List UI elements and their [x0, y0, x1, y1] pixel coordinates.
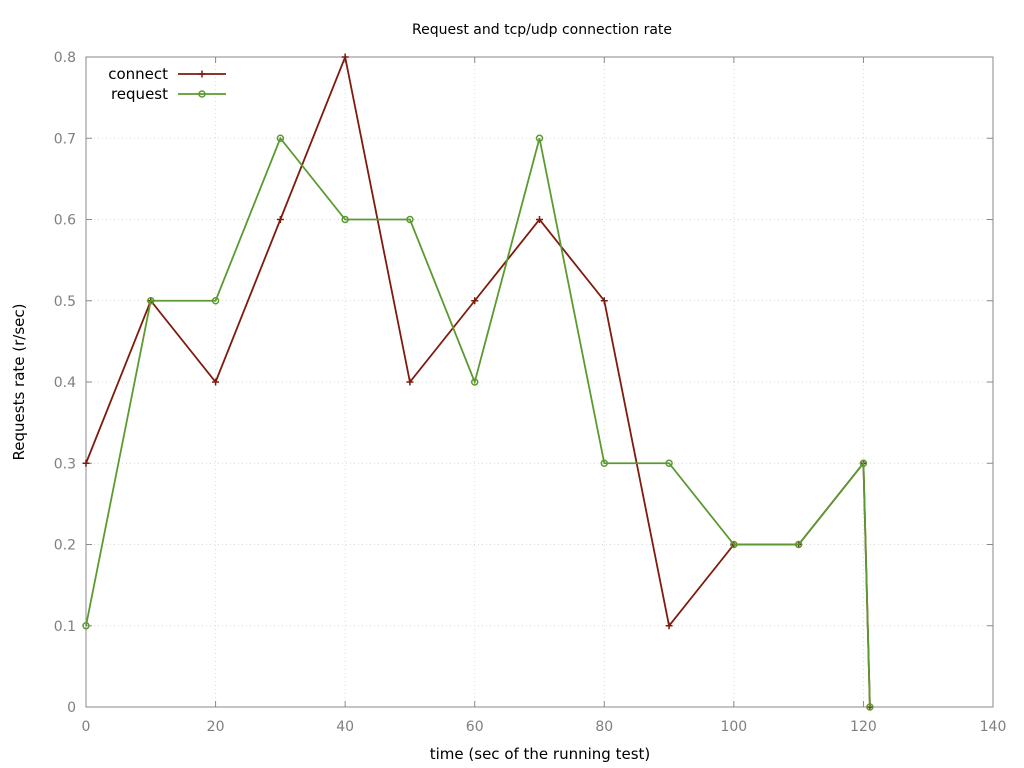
- x-tick-label: 120: [850, 719, 877, 735]
- data-point-connect: [82, 459, 90, 467]
- data-point-request: [82, 622, 90, 630]
- chart-title: Request and tcp/udp connection rate: [412, 22, 672, 38]
- y-tick-label: 0.1: [54, 619, 76, 635]
- series-layer: [82, 53, 874, 711]
- data-point-request: [147, 297, 155, 305]
- data-point-connect: [600, 297, 608, 305]
- data-point-request: [600, 459, 609, 467]
- y-tick-label: 0.6: [54, 213, 76, 229]
- data-point-connect: [471, 297, 479, 305]
- axis-ticks: 0 20 40 60 80 100 120 140 0 0.1 0.2 0.3 0.4 0.5 0.6 0.7…: [54, 50, 1007, 735]
- data-point-connect: [341, 53, 349, 61]
- data-point-request: [276, 134, 285, 142]
- y-tick-label: 0.4: [54, 375, 76, 391]
- legend-item-connect: connect: [108, 65, 226, 83]
- x-tick-label: 80: [595, 719, 613, 735]
- data-point-request: [730, 540, 738, 549]
- data-point-connect: [536, 216, 543, 223]
- data-point-request: [406, 215, 414, 224]
- y-tick-label: 0.8: [54, 50, 76, 66]
- data-point-connect: [276, 216, 284, 223]
- data-point-request: [859, 459, 868, 467]
- data-point-request: [470, 378, 479, 386]
- x-axis-label: time (sec of the running test): [430, 745, 651, 763]
- x-tick-label: 60: [466, 719, 484, 735]
- y-tick-label: 0.3: [54, 456, 76, 472]
- x-tick-label: 40: [336, 719, 354, 735]
- y-tick-label: 0.7: [54, 131, 76, 147]
- data-point-connect: [212, 378, 220, 386]
- legend-label: request: [111, 85, 168, 103]
- x-tick-label: 140: [980, 719, 1007, 735]
- legend-item-request: request: [111, 85, 226, 103]
- data-point-request: [211, 297, 220, 305]
- data-point-request: [665, 459, 673, 467]
- legend-marker: [198, 90, 206, 98]
- legend-label: connect: [108, 65, 168, 83]
- data-point-connect: [665, 622, 673, 630]
- data-point-connect: [406, 378, 414, 386]
- series-request: [82, 134, 874, 711]
- data-point-request: [535, 134, 544, 142]
- data-point-request: [341, 215, 349, 224]
- y-tick-label: 0.5: [54, 294, 76, 310]
- y-tick-label: 0.2: [54, 538, 76, 554]
- legend-marker: [198, 70, 206, 78]
- x-tick-label: 100: [720, 719, 747, 735]
- x-tick-label: 0: [82, 719, 91, 735]
- y-axis-label: Requests rate (r/sec): [10, 304, 28, 461]
- x-tick-label: 20: [207, 719, 225, 735]
- data-point-request: [866, 703, 874, 711]
- series-line-request: [85, 136, 871, 708]
- y-tick-label: 0: [67, 700, 76, 716]
- data-point-request: [794, 540, 803, 549]
- grid: [86, 57, 993, 707]
- legend: connect request: [108, 65, 226, 103]
